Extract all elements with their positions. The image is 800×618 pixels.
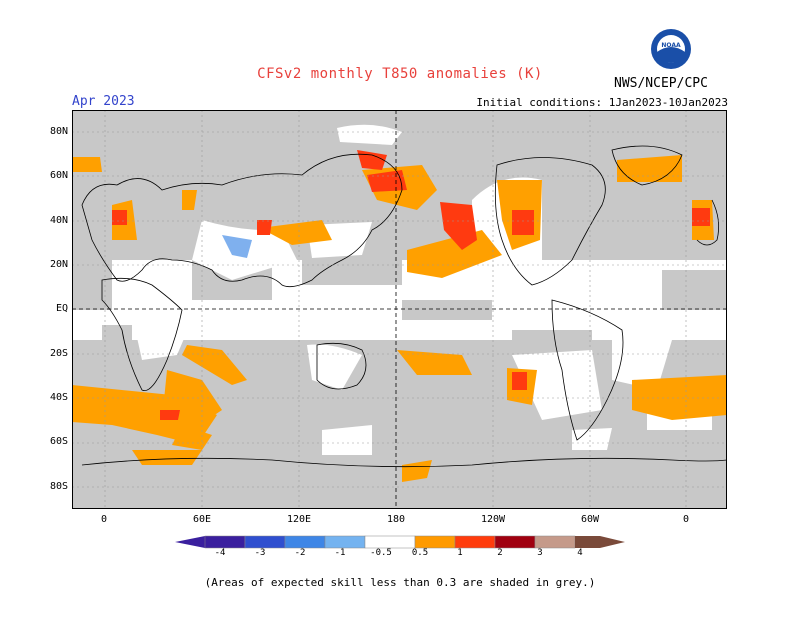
agency-label: NWS/NCEP/CPC <box>614 76 708 91</box>
lon-label-0-east: 0 <box>682 514 690 525</box>
colorbar <box>175 535 625 549</box>
lat-label-20n: 20N <box>49 259 68 270</box>
lon-label-180: 180 <box>386 514 406 525</box>
initial-conditions: Initial conditions: 1Jan2023-10Jan2023 <box>476 96 728 109</box>
map-frame <box>72 110 727 509</box>
lat-label-20s: 20S <box>49 348 68 359</box>
colorbar-tick-7: 1 <box>457 548 463 558</box>
lon-label-120e: 120E <box>286 514 312 525</box>
colorbar-bin-8 <box>534 535 576 549</box>
colorbar-bin-2 <box>244 535 286 549</box>
colorbar-max-arrow <box>575 536 625 548</box>
lat-label-40s: 40S <box>49 392 68 403</box>
colorbar-min-arrow <box>175 536 205 548</box>
skill-note: (Areas of expected skill less than 0.3 a… <box>204 576 596 589</box>
colorbar-tick-4: -1 <box>334 548 346 558</box>
graticule <box>72 110 727 509</box>
lat-label-60s: 60S <box>49 436 68 447</box>
strong-warm-anomaly-regions <box>112 150 710 420</box>
lat-label-80s: 80S <box>49 481 68 492</box>
colorbar-tick-2: -3 <box>254 548 266 558</box>
lat-label-80n: 80N <box>49 126 68 137</box>
lon-label-120w: 120W <box>480 514 506 525</box>
colorbar-bin-5 <box>414 535 456 549</box>
anomaly-map <box>72 110 727 509</box>
colorbar-bin-7 <box>494 535 536 549</box>
colorbar-tick-10: 4 <box>577 548 583 558</box>
lat-label-60n: 60N <box>49 170 68 181</box>
colorbar-tick-5: -0.5 <box>370 548 392 558</box>
colorbar-tick-6: 0.5 <box>411 548 429 558</box>
colorbar-bin-4 <box>324 535 366 549</box>
forecast-period: Apr 2023 <box>72 94 135 109</box>
colorbar-bin-neutral <box>364 535 416 549</box>
colorbar-tick-9: 3 <box>537 548 543 558</box>
map-title: CFSv2 monthly T850 anomalies (K) <box>257 66 543 82</box>
lon-label-60e: 60E <box>192 514 212 525</box>
reference-lines <box>72 110 727 509</box>
colorbar-tick-1: -4 <box>214 548 226 558</box>
lon-label-60w: 60W <box>580 514 600 525</box>
colorbar-tick-3: -2 <box>294 548 306 558</box>
colorbar-bin-6 <box>454 535 496 549</box>
colorbar-bin-3 <box>284 535 326 549</box>
noaa-logo: NOAA <box>650 28 692 70</box>
lon-label-0: 0 <box>100 514 108 525</box>
lat-label-eq: EQ <box>55 303 68 314</box>
svg-text:NOAA: NOAA <box>661 42 681 49</box>
colorbar-bin-1 <box>204 535 246 549</box>
coastlines <box>81 145 727 468</box>
colorbar-tick-8: 2 <box>497 548 503 558</box>
lat-label-40n: 40N <box>49 215 68 226</box>
cool-anomaly-region <box>222 235 252 258</box>
